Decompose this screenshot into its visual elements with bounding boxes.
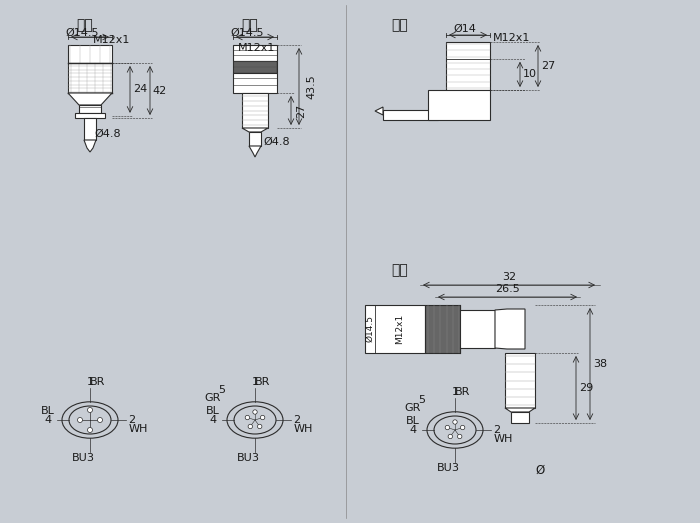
Text: 42: 42 — [153, 85, 167, 96]
Text: WH: WH — [494, 434, 512, 444]
Text: Ø4.8: Ø4.8 — [94, 129, 121, 139]
Bar — [460, 310, 495, 348]
Text: M12x1: M12x1 — [93, 35, 131, 45]
Text: M12x1: M12x1 — [238, 43, 276, 53]
Circle shape — [458, 434, 462, 439]
Text: BU: BU — [437, 463, 453, 473]
Bar — [242, 93, 268, 128]
Text: BR: BR — [455, 387, 470, 397]
Circle shape — [461, 425, 465, 430]
Text: 4: 4 — [44, 415, 52, 425]
Polygon shape — [242, 128, 268, 132]
Text: 公插: 公插 — [391, 263, 408, 277]
Text: 1: 1 — [251, 377, 258, 387]
Circle shape — [448, 434, 452, 439]
Bar — [84, 118, 96, 140]
Bar — [249, 132, 261, 146]
Bar — [75, 113, 105, 118]
Text: BR: BR — [256, 377, 271, 387]
Text: 43.5: 43.5 — [306, 74, 316, 99]
Text: 3: 3 — [251, 453, 258, 463]
Text: BR: BR — [90, 377, 106, 387]
Text: 2: 2 — [293, 415, 300, 425]
Bar — [446, 42, 490, 90]
Text: 26.5: 26.5 — [495, 284, 520, 294]
Text: M12x1: M12x1 — [494, 33, 531, 43]
Text: BL: BL — [206, 406, 220, 416]
Bar — [383, 110, 438, 120]
Circle shape — [78, 417, 83, 423]
Text: 公插: 公插 — [241, 18, 258, 32]
Text: GR: GR — [405, 403, 421, 413]
Polygon shape — [68, 93, 112, 105]
Text: 3: 3 — [87, 453, 94, 463]
Bar — [79, 105, 101, 113]
Text: 1: 1 — [87, 377, 94, 387]
Text: 10: 10 — [523, 70, 537, 79]
Circle shape — [97, 417, 102, 423]
Text: Ø14.5: Ø14.5 — [365, 315, 375, 343]
Text: Ø14.5: Ø14.5 — [65, 28, 99, 38]
Text: 4: 4 — [410, 425, 416, 435]
Bar — [365, 305, 425, 353]
Text: 27: 27 — [296, 104, 306, 118]
Circle shape — [88, 407, 92, 413]
Text: 3: 3 — [452, 463, 458, 473]
Bar — [233, 61, 277, 73]
Text: 1: 1 — [452, 387, 458, 397]
Text: 4: 4 — [209, 415, 216, 425]
Text: 29: 29 — [579, 383, 593, 393]
Circle shape — [258, 424, 262, 429]
Circle shape — [253, 410, 257, 414]
Polygon shape — [375, 107, 383, 115]
Text: 5: 5 — [218, 385, 225, 395]
Text: BU: BU — [237, 453, 253, 463]
Text: BL: BL — [41, 406, 55, 416]
Bar — [511, 412, 529, 423]
Text: 2: 2 — [494, 425, 500, 435]
Text: 24: 24 — [133, 84, 147, 94]
Text: M12x1: M12x1 — [395, 314, 405, 344]
Text: 32: 32 — [502, 272, 516, 282]
Bar — [68, 45, 112, 63]
Circle shape — [453, 420, 457, 424]
Bar — [60, 398, 120, 448]
Polygon shape — [495, 309, 525, 349]
Circle shape — [260, 415, 265, 420]
Bar — [425, 305, 460, 353]
Text: 27: 27 — [541, 61, 555, 71]
Polygon shape — [505, 408, 535, 412]
Text: Ø14.5: Ø14.5 — [230, 28, 264, 38]
Bar — [233, 73, 277, 93]
Bar — [428, 90, 490, 120]
Bar — [233, 45, 277, 61]
Text: BL: BL — [406, 416, 420, 426]
Text: WH: WH — [128, 424, 148, 434]
Polygon shape — [249, 146, 261, 157]
Text: WH: WH — [293, 424, 313, 434]
Text: Ø: Ø — [536, 463, 545, 476]
Text: GR: GR — [205, 393, 221, 403]
Circle shape — [88, 427, 92, 433]
Polygon shape — [84, 140, 96, 152]
Text: 38: 38 — [593, 359, 607, 369]
Circle shape — [445, 425, 449, 430]
Text: BU: BU — [72, 453, 88, 463]
Text: Ø14: Ø14 — [454, 24, 477, 34]
Circle shape — [248, 424, 253, 429]
Text: Ø4.8: Ø4.8 — [264, 137, 290, 147]
Text: 母插: 母插 — [391, 18, 408, 32]
Text: 母插: 母插 — [76, 18, 93, 32]
Bar — [68, 63, 112, 93]
Text: 5: 5 — [419, 395, 426, 405]
Bar — [505, 353, 535, 408]
Text: 2: 2 — [128, 415, 136, 425]
Circle shape — [245, 415, 250, 420]
